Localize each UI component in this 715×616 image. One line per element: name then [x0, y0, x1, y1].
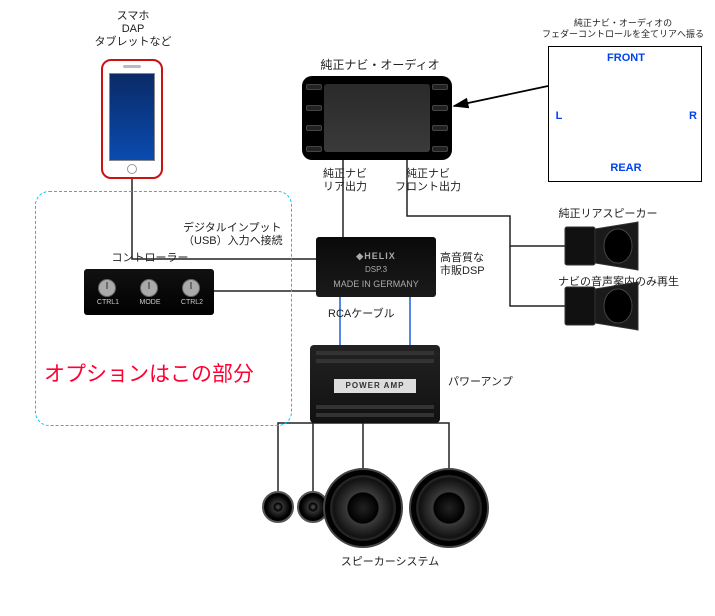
nav-rear-out-label: 純正ナビ リア出力 [310, 168, 380, 194]
compass-front: FRONT [604, 52, 648, 65]
power-amp: POWER AMP [310, 345, 440, 423]
nav-voice-only-label: ナビの音声案内のみ再生 [558, 276, 715, 289]
compass-L: L [552, 110, 566, 123]
woofer-1 [323, 468, 403, 548]
dsp-side-label: 高音質な 市販DSP [440, 252, 510, 278]
rear-speaker-1 [565, 222, 638, 270]
compass-R: R [686, 110, 700, 123]
woofer-2 [409, 468, 489, 548]
power-amp-label: パワーアンプ [448, 376, 528, 389]
rear-speaker-2 [565, 282, 638, 330]
rca-label: RCAケーブル [328, 308, 398, 321]
option-zone-label: オプションはこの部分 [44, 362, 284, 387]
rear-speaker-title: 純正リアスピーカー [548, 208, 668, 221]
phone-title: スマホ DAP タブレットなど [78, 10, 188, 50]
audio-wiring-diagram: { "labels": { "phone_title": "スマホ\nDAP\n… [0, 0, 715, 616]
dsp-box: ◆HELIX DSP.3 MADE IN GERMANY [316, 237, 436, 297]
fader-note: 純正ナビ・オーディオの フェダーコントロールを全てリアへ振る [523, 18, 715, 40]
controller-title: コントローラー [110, 252, 190, 265]
tweeter-1 [262, 491, 294, 523]
smartphone [101, 59, 163, 179]
nav-front-out-label: 純正ナビ フロント出力 [386, 168, 470, 194]
controller-box: CTRL1 MODE CTRL2 [84, 269, 214, 315]
compass-rear: REAR [606, 162, 646, 175]
headunit-title: 純正ナビ・オーディオ [320, 58, 440, 72]
digital-input-label: デジタルインプット （USB）入力へ接続 [183, 222, 313, 248]
speaker-system-label: スピーカーシステム [330, 556, 450, 569]
head-unit [302, 76, 452, 160]
